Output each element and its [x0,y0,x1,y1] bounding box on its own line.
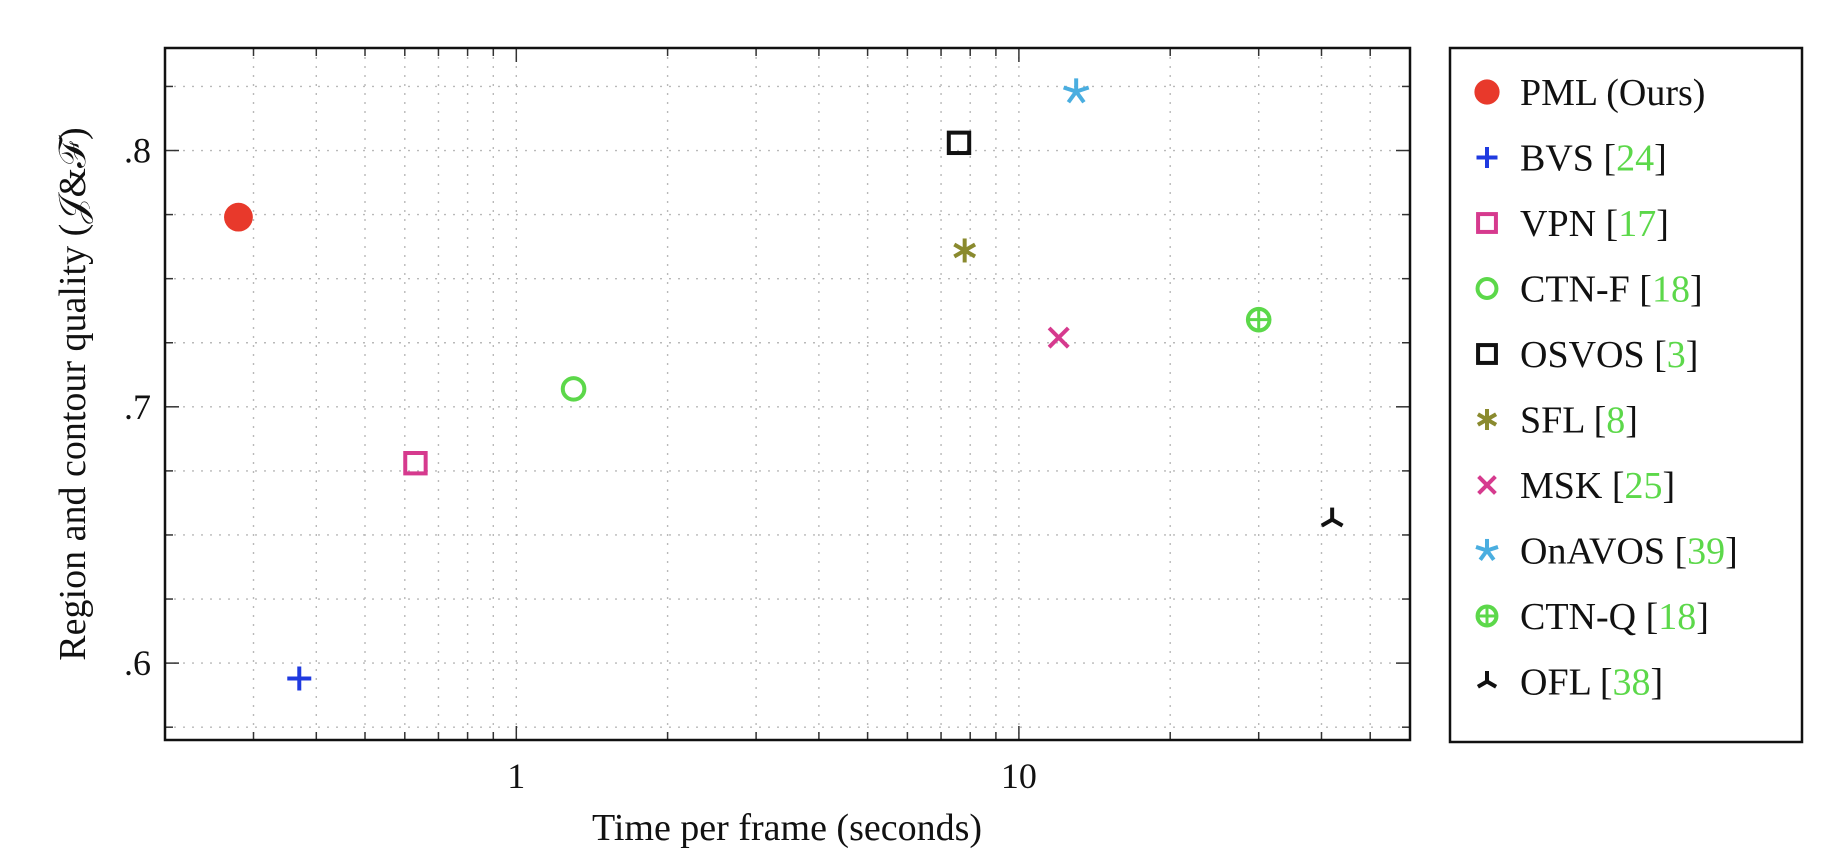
data-points [224,78,1344,691]
legend-citation: 24 [1616,138,1654,180]
legend-label: OSVOS [1520,334,1645,376]
legend-label: VPN [1520,203,1596,245]
legend-label: PML (Ours) [1520,72,1705,114]
data-point [1047,326,1070,349]
x-axis-ticks: 1 10 [507,756,1037,796]
legend-label: OFL [1520,662,1590,704]
legend-marker [1476,147,1498,168]
x-tick-label: 1 [507,756,525,796]
legend-citation: 39 [1687,531,1725,573]
grid-lines [164,48,1411,740]
legend-citation: 18 [1658,596,1696,638]
legend-entry: MSK [25] [1520,465,1675,507]
legend-citation: 3 [1667,334,1686,376]
y-tick-label: .6 [124,643,151,683]
legend-label: BVS [1520,138,1594,180]
legend-citation: 38 [1613,662,1651,704]
legend-entry: BVS [24] [1520,138,1667,180]
data-point [403,451,428,476]
legend-label: SFL [1520,400,1584,442]
y-axis-title: Region and contour quality (𝒥&ℱ) [52,127,94,660]
data-point [1320,507,1344,528]
legend-marker [1474,79,1500,105]
y-tick-label: .7 [124,387,151,427]
legend-marker [1477,475,1497,495]
legend-marker [1476,409,1498,430]
data-point [287,666,312,691]
legend-marker [1475,277,1499,300]
y-tick-label: .8 [124,131,151,171]
legend-marker [1476,671,1498,689]
legend-citation: 17 [1618,203,1656,245]
legend: PML (Ours) BVS [24] VPN [17] CTN-F [18] OSVO… [1448,46,1804,744]
legend-label: MSK [1520,465,1603,507]
data-point [224,202,253,232]
legend-entry: SFL [8] [1520,400,1638,442]
y-axis-ticks: .6 .7 .8 [124,131,151,684]
legend-citation: 25 [1625,465,1663,507]
legend-entry: PML (Ours) [1520,72,1705,114]
legend-marker [1475,538,1499,562]
legend-entry: OFL [38] [1520,662,1663,704]
data-point [953,238,977,263]
legend-label: CTN-F [1520,269,1630,311]
data-point [946,130,972,156]
legend-marker [1475,604,1499,628]
data-point [1062,78,1090,104]
legend-marker [1476,212,1498,234]
minor-ticks [164,48,1411,740]
legend-label: CTN-Q [1520,596,1636,638]
legend-citation: 18 [1652,269,1690,311]
legend-label: OnAVOS [1520,531,1665,573]
x-axis-title: Time per frame (seconds) [592,807,982,849]
legend-entry: CTN-Q [18] [1520,596,1709,638]
legend-entry: OSVOS [3] [1520,334,1698,376]
legend-marker [1476,343,1498,365]
plot-frame [163,46,1412,742]
data-point [1245,306,1272,333]
x-tick-label: 10 [1001,756,1037,796]
legend-citation: 8 [1606,400,1625,442]
legend-entry: OnAVOS [39] [1520,531,1738,573]
legend-entry: CTN-F [18] [1520,269,1703,311]
legend-entry: VPN [17] [1520,203,1669,245]
data-point [560,376,587,402]
legend-frame [1448,46,1804,744]
